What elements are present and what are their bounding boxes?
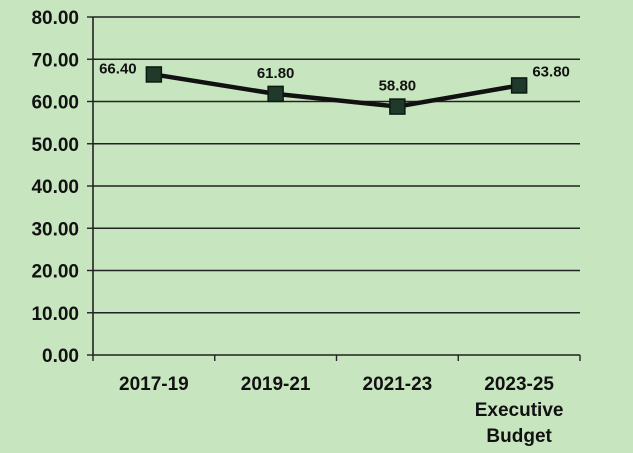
x-tick-label: 2021-23: [363, 374, 433, 395]
y-tick-label: 70.00: [31, 50, 79, 71]
x-tick-label-line: 2017-19: [119, 374, 189, 395]
data-label: 58.80: [379, 78, 417, 95]
y-tick-label: 40.00: [31, 177, 79, 198]
y-tick-label: 50.00: [31, 135, 79, 156]
y-tick-label: 10.00: [31, 304, 79, 325]
y-tick-label: 30.00: [31, 219, 79, 240]
data-point-marker: [510, 77, 528, 94]
y-tick-label: 80.00: [31, 8, 79, 29]
x-tick-label-line: 2021-23: [363, 374, 433, 395]
x-tick-label: 2017-19: [119, 374, 189, 395]
axes: [87, 16, 581, 361]
data-point-marker: [145, 66, 163, 83]
x-tick-label: 2019-21: [241, 374, 311, 395]
x-tick-label-line: Budget: [486, 426, 552, 447]
data-label: 61.80: [257, 65, 295, 82]
series-path: [153, 72, 520, 109]
data-label: 66.40: [99, 60, 137, 77]
y-tick-labels: 0.00 10.00 20.00 30.00 40.00 50.00 60.00 70.00 8…: [31, 8, 79, 367]
y-tick-label: 0.00: [42, 346, 79, 367]
data-point-marker: [389, 98, 406, 115]
x-tick-label: 2023-25 Executive Budget: [475, 374, 564, 447]
x-tick-labels: 2017-19 2019-21 2021-23 2023-25 Executive Bud…: [119, 374, 563, 447]
x-tick-label-line: 2019-21: [241, 374, 311, 395]
gridlines: [93, 16, 580, 314]
data-labels: 66.40 61.80 58.80 63.80: [99, 60, 570, 94]
x-tick-label-line: 2023-25: [484, 374, 554, 395]
x-tick-label-line: Executive: [475, 400, 564, 421]
y-tick-label: 20.00: [31, 262, 79, 283]
data-point-marker: [267, 85, 284, 103]
data-label: 63.80: [532, 63, 570, 80]
series-line: [145, 66, 528, 115]
y-tick-label: 60.00: [31, 93, 79, 114]
